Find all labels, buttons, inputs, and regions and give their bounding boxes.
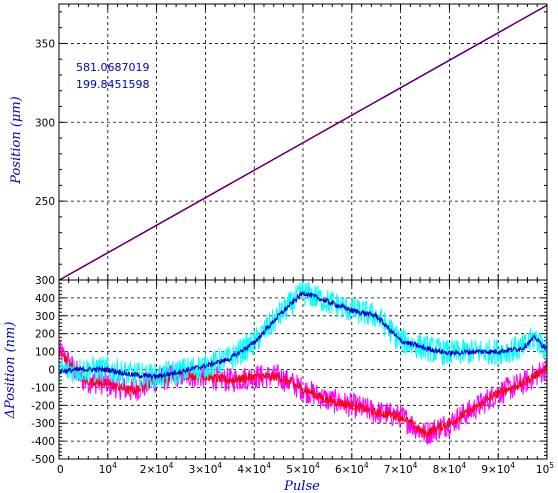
- x-tick-label: 5×104: [286, 461, 320, 476]
- x-tick-label: 105: [536, 461, 554, 476]
- delta-series-group: [59, 281, 547, 445]
- x-tick-label: 9×104: [481, 461, 515, 476]
- y-tick-label: 200: [35, 329, 55, 341]
- y-tick-label: 300: [35, 117, 55, 129]
- position-axis-label: Position (μm): [9, 96, 24, 185]
- y-tick-label: -100: [31, 382, 55, 394]
- plot-frame: [58, 279, 548, 460]
- y-tick-label: -400: [31, 436, 55, 448]
- y-tick-label: 250: [35, 196, 55, 208]
- x-tick-label: 6×104: [335, 461, 369, 476]
- pulse-axis-label: Pulse: [283, 479, 320, 493]
- y-tick-label: -500: [31, 454, 55, 466]
- x-tick-label: 7×104: [384, 461, 418, 476]
- delta-position-axis-label: ΔPosition (nm): [3, 322, 18, 420]
- position-panel: 250 300 350 300: [35, 3, 548, 287]
- delta-position-panel: -500 -400 -300 -200 -100 0 100 200 300 400 0 104 2×1…: [31, 279, 554, 476]
- y-tick-label: 300: [35, 311, 55, 323]
- y-tick-label: 400: [35, 293, 55, 305]
- position-series-line: [58, 4, 548, 281]
- x-tick-label: 4×104: [237, 461, 271, 476]
- y-tick-label: 100: [35, 347, 55, 359]
- x-tick-label: 2×104: [140, 461, 174, 476]
- y-tick-label: -200: [31, 400, 55, 412]
- x-tick-label: 8×104: [433, 461, 467, 476]
- delta-series-line: [59, 290, 547, 381]
- y-tick-label: 300: [35, 275, 55, 287]
- y-tick-label: 350: [35, 38, 55, 50]
- annotation-intercept: 199.8451598: [76, 78, 149, 91]
- x-tick-label: 104: [99, 461, 117, 476]
- annotation-slope: 581.0687019: [76, 61, 149, 74]
- y-tick-label: -300: [31, 418, 55, 430]
- delta-series-line: [59, 281, 547, 390]
- y-tick-label: 0: [48, 365, 55, 377]
- delta-series-line: [59, 340, 547, 445]
- x-tick-label: 0: [57, 464, 64, 476]
- x-tick-label: 3×104: [189, 461, 223, 476]
